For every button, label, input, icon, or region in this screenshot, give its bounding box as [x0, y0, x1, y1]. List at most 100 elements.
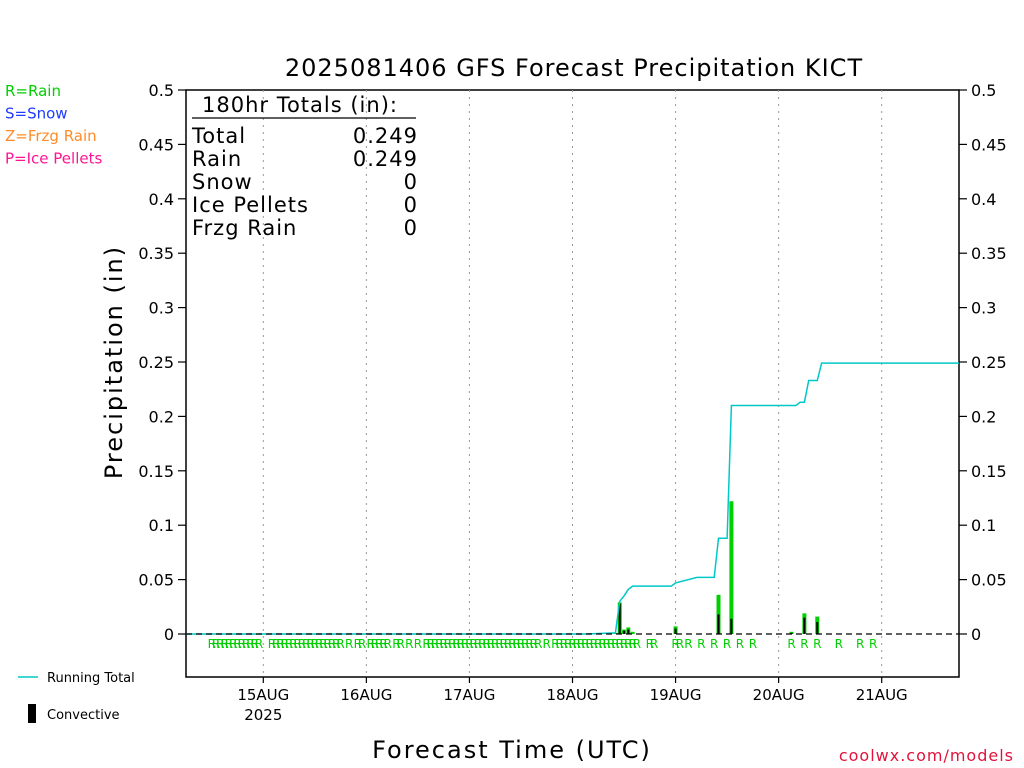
- y-tick-label-right: 0.1: [971, 516, 996, 535]
- rain-type-marker: R: [607, 637, 615, 651]
- rain-type-marker: R: [461, 637, 469, 651]
- chart-title: 2025081406 GFS Forecast Precipitation KI…: [285, 54, 863, 82]
- rain-type-marker: R: [345, 637, 353, 651]
- rain-type-marker: R: [242, 637, 250, 651]
- rain-type-marker: R: [598, 637, 606, 651]
- rain-type-marker: R: [530, 637, 538, 651]
- y-tick-label-left: 0.1: [149, 516, 174, 535]
- rain-type-marker: R: [457, 637, 465, 651]
- convective-legend-swatch: [28, 704, 36, 723]
- rain-type-marker: R: [736, 637, 744, 651]
- totals-row-value: 0: [404, 193, 418, 217]
- rain-type-marker: R: [723, 637, 731, 651]
- rain-type-marker: R: [586, 637, 594, 651]
- rain-type-marker: R: [272, 637, 280, 651]
- rain-type-marker: R: [366, 637, 374, 651]
- x-tick-label: 15AUG: [237, 686, 289, 704]
- x-tick-label: 16AUG: [340, 686, 392, 704]
- y-tick-label-right: 0.4: [971, 190, 996, 209]
- rain-type-marker: R: [555, 637, 563, 651]
- rain-type-marker: R: [573, 637, 581, 651]
- y-tick-label-left: 0.05: [138, 571, 174, 590]
- x-axis-title: Forecast Time (UTC): [372, 736, 652, 764]
- rain-type-marker: R: [500, 637, 508, 651]
- y-tick-label-right: 0: [971, 625, 981, 644]
- rain-type-marker: R: [302, 637, 310, 651]
- ptype-legend-item: R=Rain: [5, 82, 61, 100]
- rain-type-marker: R: [504, 637, 512, 651]
- rain-type-marker: R: [564, 637, 572, 651]
- rain-type-marker: R: [465, 637, 473, 651]
- rain-type-marker: R: [581, 637, 589, 651]
- rain-type-marker: R: [470, 637, 478, 651]
- rain-type-marker: R: [697, 637, 705, 651]
- rain-type-marker: R: [525, 637, 533, 651]
- y-tick-label-right: 0.5: [971, 81, 996, 100]
- precip-type-legend: R=Rain S=Snow Z=Frzg Rain P=Ice Pellets: [5, 82, 102, 168]
- running-total-polyline: [186, 362, 959, 635]
- rain-type-marker: R: [482, 637, 490, 651]
- y-tick-label-right: 0.2: [971, 407, 996, 426]
- totals-row-value: 0: [404, 216, 418, 240]
- rain-type-marker: R: [787, 637, 795, 651]
- credit-link[interactable]: coolwx.com/models: [839, 746, 1014, 765]
- rain-type-marker: R: [251, 637, 259, 651]
- bottom-legend: Running Total Convective: [18, 671, 135, 723]
- rain-type-marker: R: [508, 637, 516, 651]
- rain-type-marker: R: [405, 637, 413, 651]
- rain-type-marker: R: [616, 637, 624, 651]
- rain-type-marker: R: [336, 637, 344, 651]
- rain-type-marker: R: [568, 637, 576, 651]
- rain-type-marker: R: [835, 637, 843, 651]
- totals-header: 180hr Totals (in):: [202, 93, 398, 117]
- y-tick-label-left: 0.3: [149, 299, 174, 318]
- rain-type-marker: R: [710, 637, 718, 651]
- rain-type-marker: R: [448, 637, 456, 651]
- rain-type-marker: R: [435, 637, 443, 651]
- rain-type-marker: R: [293, 637, 301, 651]
- convective-bar: [803, 617, 806, 634]
- totals-row-label: Total: [191, 124, 246, 148]
- rain-type-marker: R: [414, 637, 422, 651]
- rain-type-marker: R: [517, 637, 525, 651]
- rain-type-marker: R: [238, 637, 246, 651]
- running-total-line: [186, 362, 959, 635]
- rain-type-marker: R: [487, 637, 495, 651]
- convective-bar: [627, 629, 630, 634]
- rain-type-marker: R: [371, 637, 379, 651]
- totals-row-value: 0.249: [353, 147, 418, 171]
- rain-type-marker: R: [676, 637, 684, 651]
- rain-type-marker: R: [478, 637, 486, 651]
- y-tick-label-left: 0.2: [149, 407, 174, 426]
- rain-type-marker: R: [225, 637, 233, 651]
- rain-type-marker: R: [491, 637, 499, 651]
- rain-type-marker: R: [577, 637, 585, 651]
- rain-bar: [630, 631, 635, 634]
- rain-type-marker: R: [813, 637, 821, 651]
- y-tick-label-left: 0.35: [138, 244, 174, 263]
- convective-bar: [674, 628, 677, 634]
- rain-type-marker: R: [620, 637, 628, 651]
- rain-type-marker: R: [684, 637, 692, 651]
- rain-type-marker: R: [220, 637, 228, 651]
- y-tick-label-right: 0.35: [971, 244, 1007, 263]
- precip-bars: [613, 501, 820, 634]
- rain-type-marker: R: [646, 637, 654, 651]
- totals-row-value: 0.249: [353, 124, 418, 148]
- y-tick-label-left: 0.4: [149, 190, 174, 209]
- y-tick-label-left: 0: [164, 625, 174, 644]
- ptype-legend-item: S=Snow: [5, 105, 68, 123]
- rain-type-marker: R: [431, 637, 439, 651]
- rain-type-marker: R: [628, 637, 636, 651]
- rain-type-marker: R: [650, 637, 658, 651]
- rain-type-marker: R: [671, 637, 679, 651]
- totals-row-label: Rain: [192, 147, 242, 171]
- rain-type-marker: R: [397, 637, 405, 651]
- rain-type-marker: R: [319, 637, 327, 651]
- rain-type-marker: R: [603, 637, 611, 651]
- convective-bar: [816, 622, 819, 634]
- totals-box: 180hr Totals (in): Total 0.249 Rain 0.249 Sn…: [191, 93, 418, 240]
- rain-type-marker: R: [281, 637, 289, 651]
- rain-bar: [729, 501, 734, 634]
